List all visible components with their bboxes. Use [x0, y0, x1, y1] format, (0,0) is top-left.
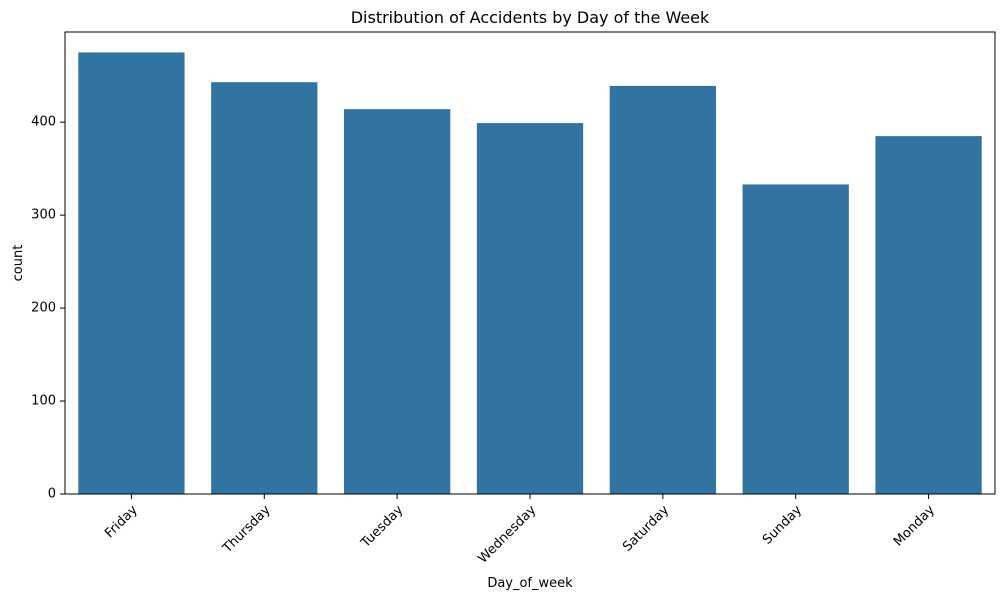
bar-monday	[875, 136, 982, 494]
x-tick-label: Friday	[102, 502, 141, 541]
y-axis-title: count	[11, 245, 26, 282]
bar-tuesday	[344, 109, 451, 494]
plot-area-frame	[64, 31, 996, 495]
x-tick-label: Wednesday	[475, 502, 539, 566]
bar-friday	[78, 52, 185, 494]
bars-group	[78, 52, 982, 495]
x-tick-label: Thursday	[220, 502, 274, 556]
chart-title: Distribution of Accidents by Day of the …	[351, 8, 710, 27]
x-tick-label: Sunday	[760, 502, 805, 547]
x-axis-ticks: Friday Thursday Tuesday Wednesday Saturday Su…	[102, 494, 938, 567]
x-tick-label: Monday	[891, 502, 938, 549]
x-axis-title: Day_of_week	[487, 576, 573, 591]
bar-sunday	[742, 184, 849, 495]
bar-saturday	[609, 85, 716, 494]
x-tick-label: Saturday	[620, 502, 672, 554]
y-tick-label: 400	[31, 115, 56, 130]
y-tick-label: 200	[31, 301, 56, 316]
y-tick-label: 100	[31, 394, 56, 409]
bar-thursday	[211, 82, 318, 495]
x-tick-label: Tuesday	[358, 502, 407, 551]
y-tick-label: 300	[31, 208, 56, 223]
bar-wednesday	[476, 123, 584, 494]
y-axis-ticks: 0 100 200 300 400	[31, 115, 65, 502]
y-tick-label: 0	[48, 487, 56, 502]
